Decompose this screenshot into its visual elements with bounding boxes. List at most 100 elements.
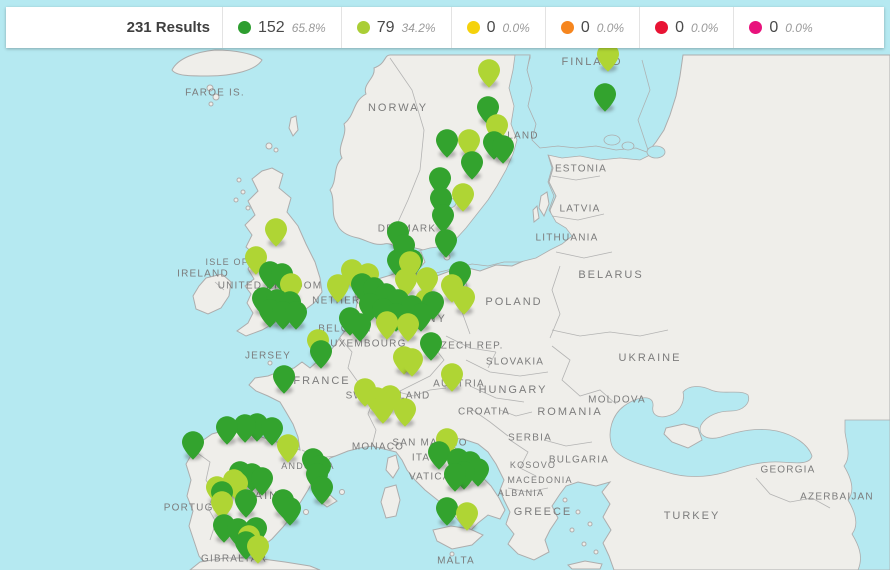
status-count: 0 bbox=[580, 18, 590, 36]
status-dot-icon bbox=[356, 21, 370, 34]
pin-icon bbox=[234, 414, 256, 443]
status-percent: 0.0% bbox=[502, 20, 530, 35]
status-dot-icon bbox=[655, 21, 669, 34]
legend-entry[interactable]: 0 0.0% bbox=[639, 7, 733, 48]
map-pin-light[interactable] bbox=[478, 59, 500, 88]
status-dot-icon bbox=[560, 21, 574, 34]
map-pin-light[interactable] bbox=[452, 183, 474, 212]
pin-icon bbox=[311, 476, 333, 505]
map-pin-light[interactable] bbox=[597, 43, 619, 72]
status-percent: 0.0% bbox=[596, 20, 625, 35]
map-pin-dark[interactable] bbox=[594, 83, 616, 112]
legend-filler bbox=[828, 7, 884, 48]
pin-icon bbox=[327, 274, 349, 303]
map-pin-dark[interactable] bbox=[435, 229, 457, 258]
map-pin-light[interactable] bbox=[394, 398, 416, 427]
pin-icon bbox=[461, 151, 483, 180]
map-pin-dark[interactable] bbox=[436, 129, 458, 158]
pin-icon bbox=[310, 340, 332, 369]
map-pin-light[interactable] bbox=[441, 363, 463, 392]
status-count: 0 bbox=[769, 18, 779, 36]
map-pin-dark[interactable] bbox=[461, 151, 483, 180]
legend-entry[interactable]: 79 34.2% bbox=[340, 7, 451, 48]
map-pin-light[interactable] bbox=[376, 311, 398, 340]
pin-icon bbox=[216, 416, 238, 445]
status-count: 0 bbox=[675, 18, 684, 36]
status-percent: 34.2% bbox=[401, 20, 436, 35]
pin-icon bbox=[435, 229, 457, 258]
status-dot-icon bbox=[238, 21, 251, 34]
pin-icon bbox=[597, 43, 619, 72]
map-pin-dark[interactable] bbox=[432, 204, 454, 233]
map-pin-dark[interactable] bbox=[182, 431, 204, 460]
map-pin-light[interactable] bbox=[372, 395, 394, 424]
map-pin-light[interactable] bbox=[277, 434, 299, 463]
pin-icon bbox=[247, 535, 269, 564]
map-pin-dark[interactable] bbox=[492, 135, 514, 164]
status-percent: 0.0% bbox=[785, 20, 813, 35]
pin-icon bbox=[458, 129, 480, 158]
map-pin-dark[interactable] bbox=[310, 340, 332, 369]
map-pin-dark[interactable] bbox=[273, 365, 295, 394]
pin-icon bbox=[372, 395, 394, 424]
pin-icon bbox=[261, 417, 283, 446]
map-pin-light[interactable] bbox=[327, 274, 349, 303]
pin-icon bbox=[279, 497, 301, 526]
status-percent: 65.8% bbox=[291, 20, 326, 35]
pin-icon bbox=[394, 398, 416, 427]
pin-icon bbox=[444, 463, 466, 492]
legend-entry[interactable]: 152 65.8% bbox=[222, 7, 341, 48]
map-pin-dark[interactable] bbox=[349, 313, 371, 342]
status-dot-icon bbox=[749, 21, 763, 34]
pin-icon bbox=[277, 434, 299, 463]
map-pin-light[interactable] bbox=[397, 313, 419, 342]
results-total: 231 Results bbox=[6, 7, 222, 48]
map-pin-dark[interactable] bbox=[285, 301, 307, 330]
map-pin-dark[interactable] bbox=[311, 476, 333, 505]
pin-icon bbox=[456, 502, 478, 531]
pin-icon bbox=[432, 204, 454, 233]
pin-icon bbox=[452, 183, 474, 212]
map-pin-dark[interactable] bbox=[444, 463, 466, 492]
pin-icon bbox=[594, 83, 616, 112]
map-pin-light[interactable] bbox=[247, 535, 269, 564]
map-pin-dark[interactable] bbox=[420, 332, 442, 361]
status-count: 0 bbox=[486, 18, 496, 36]
status-count: 79 bbox=[376, 18, 395, 36]
pin-icon bbox=[492, 135, 514, 164]
map-pin-light[interactable] bbox=[456, 502, 478, 531]
pin-icon bbox=[273, 365, 295, 394]
map-pin-light[interactable] bbox=[453, 286, 475, 315]
legend-entry[interactable]: 0 0.0% bbox=[544, 7, 639, 48]
map-pin-dark[interactable] bbox=[235, 489, 257, 518]
status-count: 152 bbox=[258, 18, 285, 36]
map-pin-dark[interactable] bbox=[436, 497, 458, 526]
legend-entries: 152 65.8% 79 34.2% 0 0.0% 0 0.0% 0 0.0% 0 0.0% bbox=[222, 7, 828, 48]
map-pin-light[interactable] bbox=[401, 348, 423, 377]
map-pin-dark[interactable] bbox=[261, 417, 283, 446]
pin-icon bbox=[420, 332, 442, 361]
legend-entry[interactable]: 0 0.0% bbox=[450, 7, 545, 48]
pin-icon bbox=[349, 313, 371, 342]
legend-entry[interactable]: 0 0.0% bbox=[733, 7, 827, 48]
map-pin-dark[interactable] bbox=[216, 416, 238, 445]
pin-icon bbox=[428, 441, 450, 470]
pin-icon bbox=[376, 311, 398, 340]
map-pin-dark[interactable] bbox=[428, 441, 450, 470]
pin-icon bbox=[453, 286, 475, 315]
pin-icon bbox=[182, 431, 204, 460]
map-pin-light[interactable] bbox=[265, 218, 287, 247]
status-dot-icon bbox=[466, 21, 480, 34]
map-pin-dark[interactable] bbox=[234, 414, 256, 443]
pin-icon bbox=[436, 497, 458, 526]
map-pin-dark[interactable] bbox=[251, 467, 273, 496]
results-total-text: 231 Results bbox=[126, 19, 210, 36]
pin-icon bbox=[478, 59, 500, 88]
pin-icon bbox=[416, 267, 438, 296]
map-pin-dark[interactable] bbox=[279, 497, 301, 526]
status-percent: 0.0% bbox=[691, 20, 719, 35]
